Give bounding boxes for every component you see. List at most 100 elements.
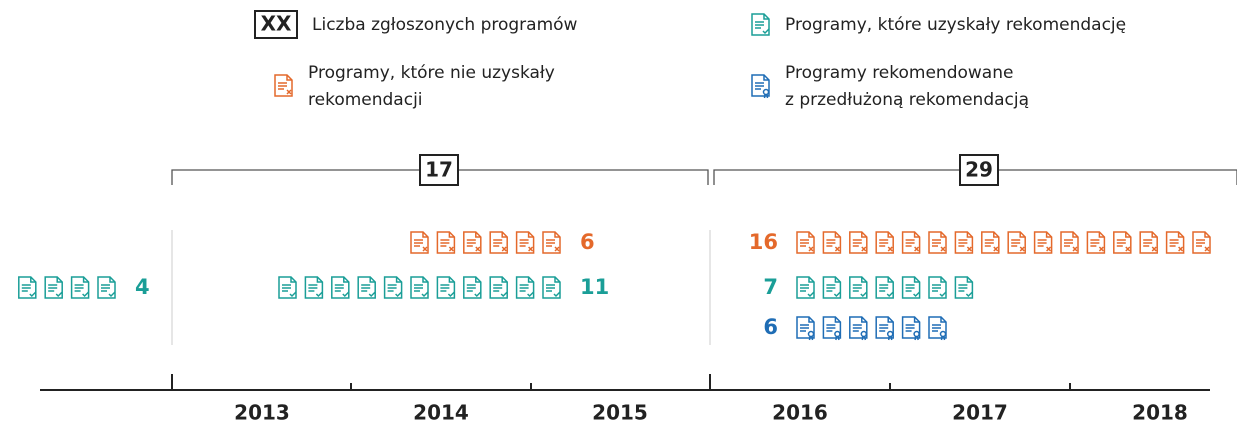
doc-icon: [1060, 231, 1079, 254]
doc-check: [527, 291, 535, 298]
doc-x: [966, 246, 972, 252]
legend-label: rekomendacji: [308, 90, 423, 110]
doc-lines: [1011, 239, 1021, 247]
bracket: [171, 169, 709, 185]
doc-lines: [440, 284, 450, 292]
doc-icon: [436, 231, 456, 254]
doc-icon: [18, 276, 37, 299]
doc-check: [833, 291, 841, 298]
doc-ribbon: [887, 336, 893, 341]
doc-lines: [1143, 239, 1153, 247]
doc-check: [289, 291, 297, 298]
doc-lines: [1169, 239, 1179, 247]
doc-icon: [901, 276, 921, 299]
doc-icon: [928, 316, 947, 341]
doc-fold: [834, 232, 841, 238]
doc-fold: [861, 277, 867, 283]
doc-icon: [436, 276, 456, 299]
count-label: 7: [763, 275, 778, 299]
count-label: 16: [749, 230, 778, 254]
doc-icon: [796, 276, 815, 299]
doc-fold: [448, 232, 455, 238]
doc-lines: [755, 82, 764, 90]
doc-icon: [1007, 231, 1026, 254]
count-label: 4: [135, 275, 150, 299]
doc-icon: [1192, 231, 1211, 254]
legend-label: z przedłużoną rekomendacją: [785, 90, 1029, 110]
doc-x: [940, 246, 946, 252]
count-label: 6: [580, 230, 595, 254]
doc-check: [55, 291, 63, 298]
doc-fold: [109, 277, 115, 283]
doc-fold: [808, 277, 814, 283]
doc-lines: [800, 239, 809, 247]
doc-lines: [800, 324, 809, 332]
doc-fold: [554, 232, 560, 238]
doc-fold: [966, 232, 973, 238]
doc-fold: [940, 277, 946, 283]
doc-icon: [44, 276, 63, 299]
doc-icon: [410, 231, 429, 254]
doc-check: [553, 291, 561, 298]
year-label: 2013: [234, 401, 290, 425]
doc-check: [474, 291, 482, 298]
doc-x: [861, 246, 867, 252]
doc-x: [1125, 246, 1131, 252]
doc-fold: [82, 277, 89, 283]
doc-lines: [414, 239, 423, 247]
doc-lines: [546, 239, 555, 247]
doc-x: [1178, 246, 1184, 252]
doc-icon: [410, 276, 429, 299]
doc-lines: [852, 324, 862, 332]
doc-fold: [501, 277, 508, 283]
doc-x: [914, 246, 920, 252]
doc-lines: [1090, 239, 1100, 247]
doc-icon: [954, 231, 974, 254]
doc-fold: [56, 277, 63, 283]
doc-check: [342, 291, 350, 298]
doc-x: [993, 246, 999, 252]
legend-label: Liczba zgłoszonych programów: [312, 15, 578, 35]
doc-fold: [887, 317, 894, 323]
doc-fold: [1125, 232, 1131, 238]
doc-icon: [463, 231, 482, 254]
doc-x: [475, 246, 481, 252]
doc-check: [913, 291, 921, 298]
doc-fold: [808, 232, 814, 238]
doc-icon: [928, 231, 947, 254]
doc-fold: [554, 277, 560, 283]
doc-lines: [879, 324, 889, 332]
doc-x: [422, 246, 428, 252]
doc-lines: [466, 284, 476, 292]
doc-check: [965, 291, 973, 298]
doc-fold: [290, 277, 296, 283]
doc-lines: [282, 284, 291, 292]
doc-x: [1072, 246, 1078, 252]
doc-lines: [440, 239, 450, 247]
year-label: 2018: [1132, 401, 1188, 425]
doc-lines: [278, 82, 287, 90]
doc-fold: [30, 277, 36, 283]
total-box: [959, 154, 999, 186]
doc-fold: [887, 232, 894, 238]
doc-fold: [940, 232, 946, 238]
doc-lines: [466, 239, 476, 247]
doc-fold: [422, 277, 428, 283]
doc-fold: [1177, 232, 1184, 238]
doc-check: [500, 291, 508, 298]
doc-icon: [796, 316, 815, 341]
doc-icon: [849, 276, 868, 299]
year-label: 2014: [413, 401, 469, 425]
doc-icon: [901, 316, 921, 341]
doc-fold: [501, 232, 508, 238]
doc-ribbon: [914, 336, 919, 341]
doc-lines: [879, 284, 889, 292]
doc-lines: [905, 284, 915, 292]
doc-lines: [334, 284, 344, 292]
doc-fold: [316, 277, 323, 283]
doc-fold: [808, 317, 814, 323]
doc-icon: [278, 276, 297, 299]
doc-fold: [913, 277, 920, 283]
doc-icon: [331, 276, 350, 299]
